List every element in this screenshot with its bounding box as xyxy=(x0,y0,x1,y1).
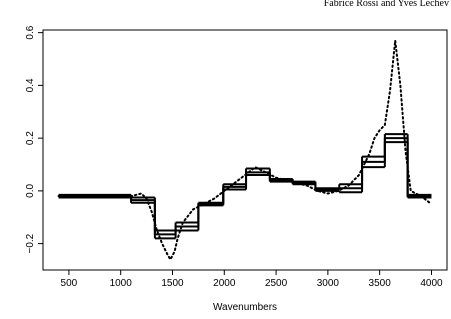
x-tick-label: 500 xyxy=(61,278,78,289)
y-tick-label: 0.6 xyxy=(25,25,36,39)
x-tick-label: 1500 xyxy=(161,278,184,289)
y-tick-label: 0.2 xyxy=(25,131,36,145)
spectrum-line xyxy=(57,40,433,262)
x-tick-label: 3000 xyxy=(317,278,340,289)
x-tick-label: 3500 xyxy=(369,278,392,289)
x-axis-label: Wavenumbers xyxy=(213,302,277,313)
x-tick-label: 2500 xyxy=(265,278,288,289)
x-tick-label: 4000 xyxy=(420,278,443,289)
y-tick-label: 0.4 xyxy=(25,78,36,92)
y-tick-label: −0.2 xyxy=(25,233,36,253)
running-header: Fabrice Rossi and Yves Lechev xyxy=(324,0,449,9)
x-tick-label: 2000 xyxy=(213,278,236,289)
y-tick-label: 0.0 xyxy=(25,183,36,197)
plot-box xyxy=(42,29,448,271)
x-tick-label: 1000 xyxy=(110,278,133,289)
